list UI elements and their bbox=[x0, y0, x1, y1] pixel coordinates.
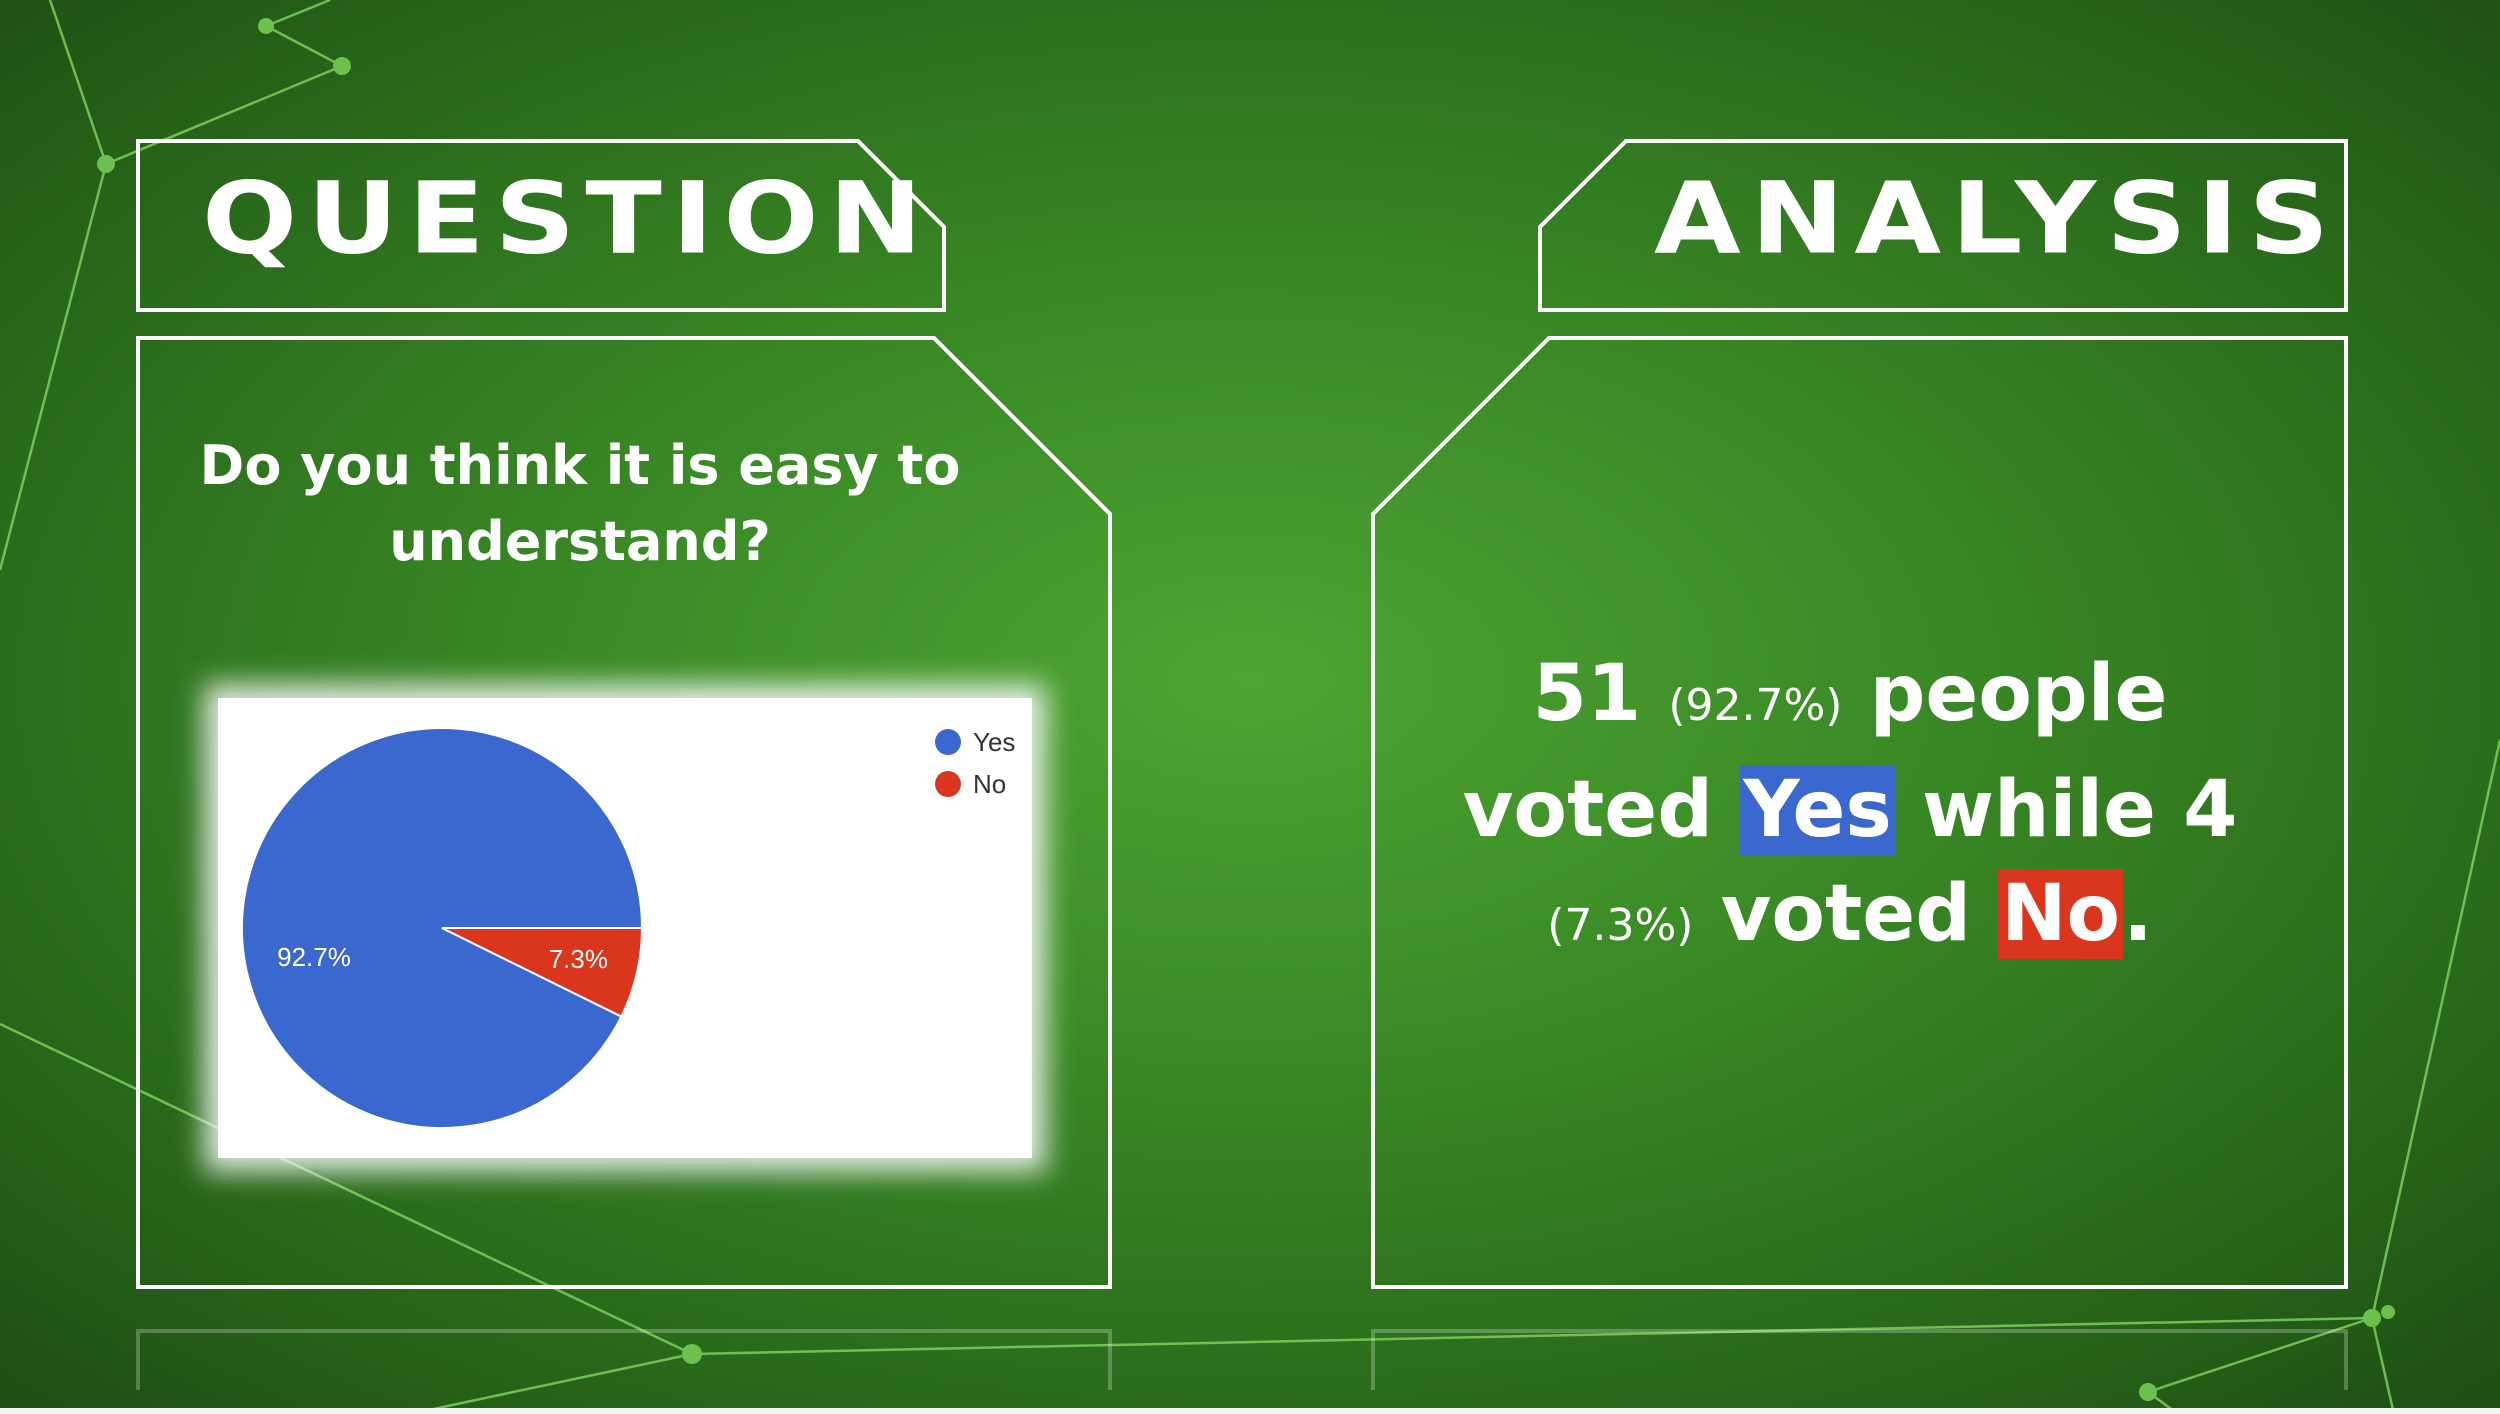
analysis-panel-frame bbox=[1371, 336, 2348, 1289]
word-while: while bbox=[1922, 765, 2156, 855]
question-heading-frame bbox=[136, 139, 946, 312]
yes-highlight: Yes bbox=[1740, 765, 1895, 855]
no-percent: (7.3%) bbox=[1547, 900, 1694, 951]
legend-label-no: No bbox=[973, 769, 1006, 799]
pie-chart: 92.7% 7.3% Yes No bbox=[241, 727, 1015, 1129]
legend-swatch-yes bbox=[935, 729, 961, 755]
word-voted-1: voted bbox=[1462, 765, 1714, 855]
analysis-text: 51 (92.7%) people voted Yes while 4 (7.3… bbox=[1420, 642, 2280, 978]
pie-label-no: 7.3% bbox=[549, 944, 608, 974]
no-count: 4 bbox=[2183, 765, 2238, 855]
legend-swatch-no bbox=[935, 771, 961, 797]
no-highlight: No bbox=[1998, 869, 2124, 959]
legend-label-yes: Yes bbox=[973, 727, 1015, 757]
yes-count: 51 bbox=[1532, 649, 1642, 739]
yes-percent: (92.7%) bbox=[1668, 680, 1843, 731]
word-people: people bbox=[1869, 649, 2168, 739]
word-voted-2: voted bbox=[1720, 869, 1972, 959]
question-panel-frame bbox=[136, 336, 1112, 1289]
question-text: Do you think it is easy to understand? bbox=[199, 434, 961, 573]
analysis-heading-frame bbox=[1538, 139, 2348, 312]
pie-chart-card: 92.7% 7.3% Yes No bbox=[218, 698, 1032, 1158]
pie-label-yes: 92.7% bbox=[277, 942, 351, 972]
footer-strip bbox=[0, 1408, 2500, 1414]
question-heading: QUESTION bbox=[202, 162, 933, 277]
analysis-heading: ANALYSIS bbox=[1654, 162, 2340, 277]
pie-slice-no bbox=[441, 927, 644, 1018]
period: . bbox=[2123, 869, 2153, 959]
